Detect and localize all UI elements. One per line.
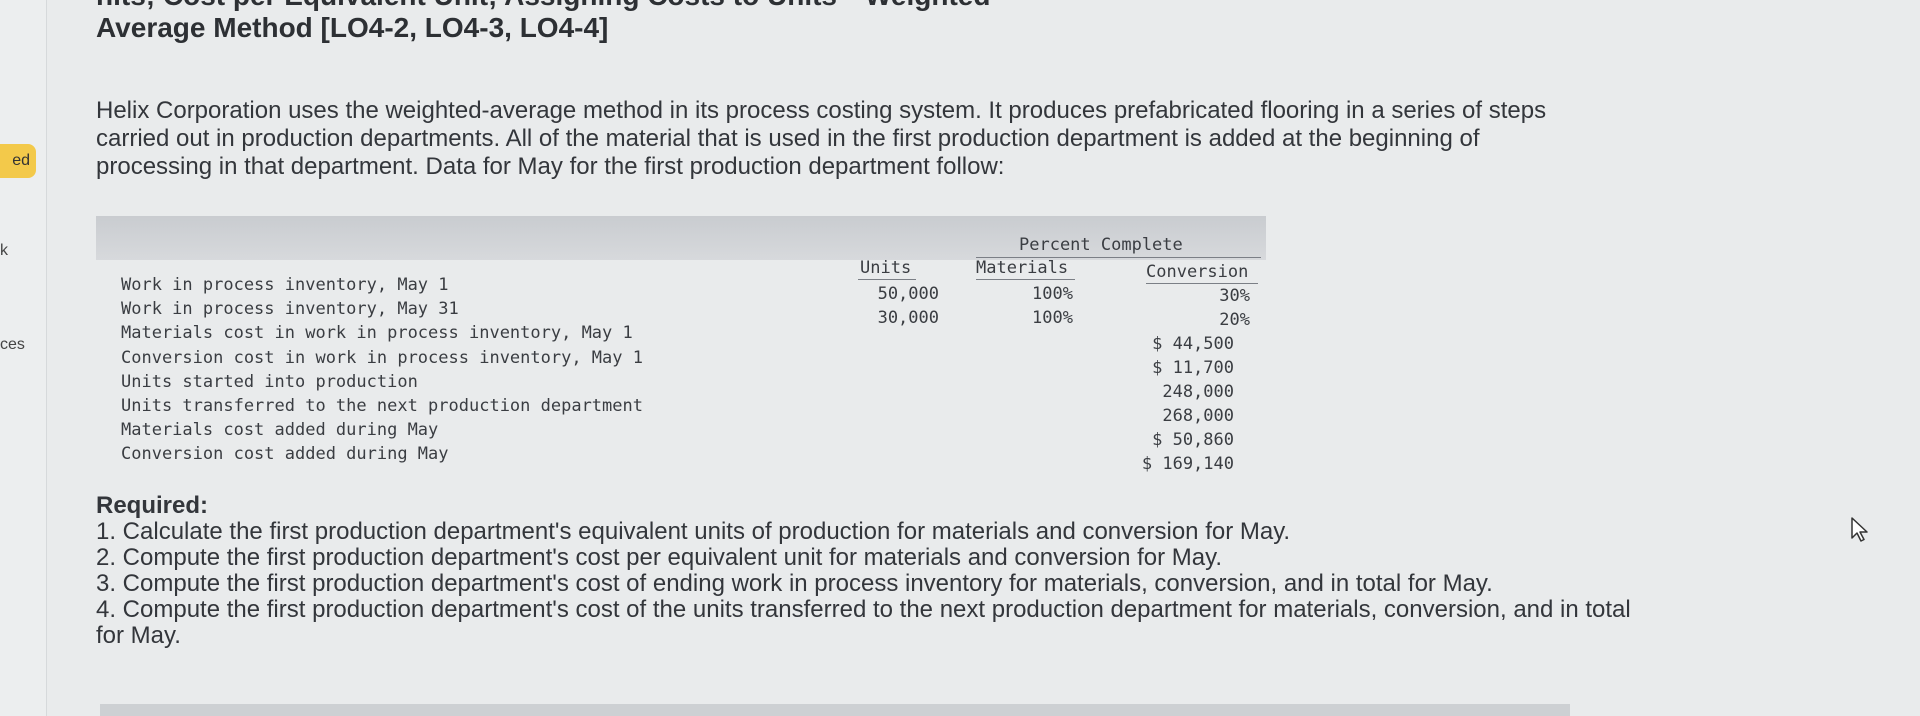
cost-column: $ 44,500 $ 11,700 248,000 268,000 $ 50,8… [1096,332,1234,476]
row-label: Units transferred to the next production… [121,395,643,416]
table-header-band [96,216,1266,260]
row-label: Materials cost added during May [121,420,439,441]
table-cell: 100% [1032,284,1073,304]
units-underline [858,279,916,280]
required-item: 1. Calculate the first production depart… [96,518,1291,545]
header-underline [976,257,1261,258]
table-cell: 100% [1032,308,1073,328]
table-cell: 248,000 [1162,382,1234,402]
row-label: Conversion cost added during May [121,444,449,465]
bottom-bar [100,704,1570,716]
required-section: Required: 1. Calculate the first product… [96,493,1636,649]
row-label: Units started into production [121,371,418,392]
row-labels: Work in process inventory, May 1 Work in… [121,273,643,467]
title-line-1: nits; Cost per Equivalent Unit; Assignin… [96,0,1000,12]
row-label: Work in process inventory, May 31 [121,299,459,320]
percent-complete-header: Percent Complete [1019,235,1183,255]
table-cell: 50,000 [877,284,939,304]
mouse-pointer-icon [1851,517,1868,542]
units-header: Units [860,258,912,278]
row-label: Materials cost in work in process invent… [121,323,633,344]
problem-intro: Helix Corporation uses the weighted-aver… [96,97,1547,180]
table-cell: 30% [1219,286,1250,306]
sidebar-item-k[interactable]: k [0,242,8,259]
table-cell: 268,000 [1162,406,1234,426]
units-column: 50,000 30,000 [796,282,939,330]
row-label: Conversion cost in work in process inven… [121,347,643,368]
materials-header: Materials [976,258,1069,278]
table-cell: $ 50,860 [1152,430,1234,450]
materials-underline [976,279,1075,280]
conversion-underline [1146,283,1258,284]
sidebar-badge[interactable]: ed [0,144,36,178]
conversion-column: 30% 20% [1096,284,1250,332]
required-item: 2. Compute the first production departme… [96,544,1223,571]
required-heading: Required: [96,492,209,519]
table-cell: $ 44,500 [1152,334,1234,354]
table-cell: 30,000 [877,308,939,328]
table-cell: $ 11,700 [1152,358,1234,378]
materials-column: 100% 100% [976,282,1073,330]
required-item: 3. Compute the first production departme… [96,570,1493,597]
table-cell: 20% [1219,310,1250,330]
sidebar-item-ces[interactable]: ces [0,336,25,353]
left-sidebar: ed k ces [0,0,47,716]
conversion-header: Conversion [1146,262,1249,282]
data-table: Percent Complete Units Materials Convers… [96,216,1266,486]
title-line-2: Average Method [LO4-2, LO4-3, LO4-4] [96,12,609,43]
required-item: 4. Compute the first production departme… [96,596,1631,649]
table-cell: $ 169,140 [1141,454,1234,474]
row-label: Work in process inventory, May 1 [121,275,449,295]
